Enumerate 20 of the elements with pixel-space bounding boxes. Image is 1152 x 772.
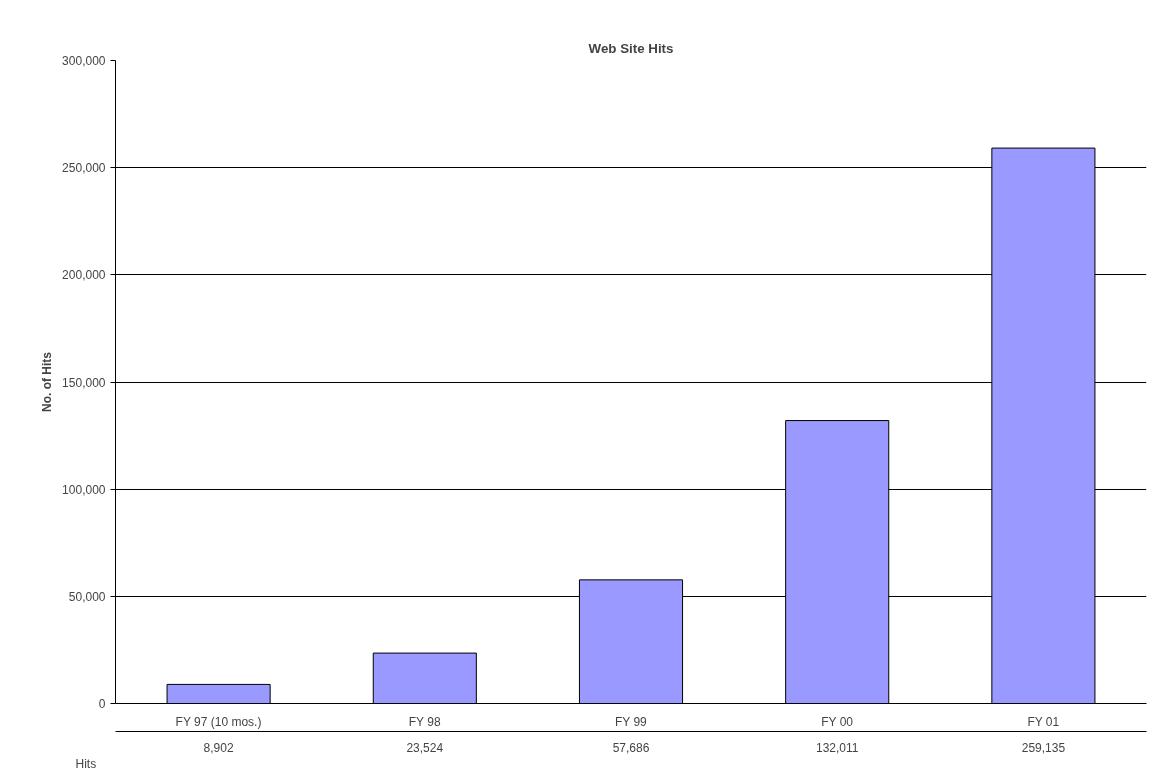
x-tick-label: FY 99 bbox=[614, 714, 648, 729]
x-tick-label: FY 97 (10 mos.) bbox=[175, 714, 262, 729]
y-tick-label: 100,000 bbox=[62, 482, 106, 497]
text: Hits bbox=[75, 756, 97, 771]
y-tick-label: 50,000 bbox=[68, 589, 106, 604]
y-tick-label: 250,000 bbox=[62, 161, 106, 176]
data-label: 8,902 bbox=[203, 740, 234, 755]
y-tick-label: 300,000 bbox=[62, 54, 106, 68]
data-label: 23,524 bbox=[406, 740, 444, 755]
x-tick-label: FY 00 bbox=[821, 714, 854, 729]
data-label: 57,686 bbox=[612, 740, 650, 755]
data-label: 259,135 bbox=[1021, 740, 1066, 755]
y-axis-title: No. of Hits bbox=[40, 351, 55, 412]
y-tick-label: 150,000 bbox=[62, 375, 106, 390]
x-tick-label: FY 98 bbox=[408, 714, 441, 729]
y-tick-label: 200,000 bbox=[62, 268, 106, 283]
data-label: 132,011 bbox=[815, 740, 859, 755]
y-tick-label: 0 bbox=[98, 697, 106, 711]
x-tick-label: FY 01 bbox=[1027, 714, 1060, 729]
chart-title: Web Site Hits bbox=[588, 40, 674, 56]
